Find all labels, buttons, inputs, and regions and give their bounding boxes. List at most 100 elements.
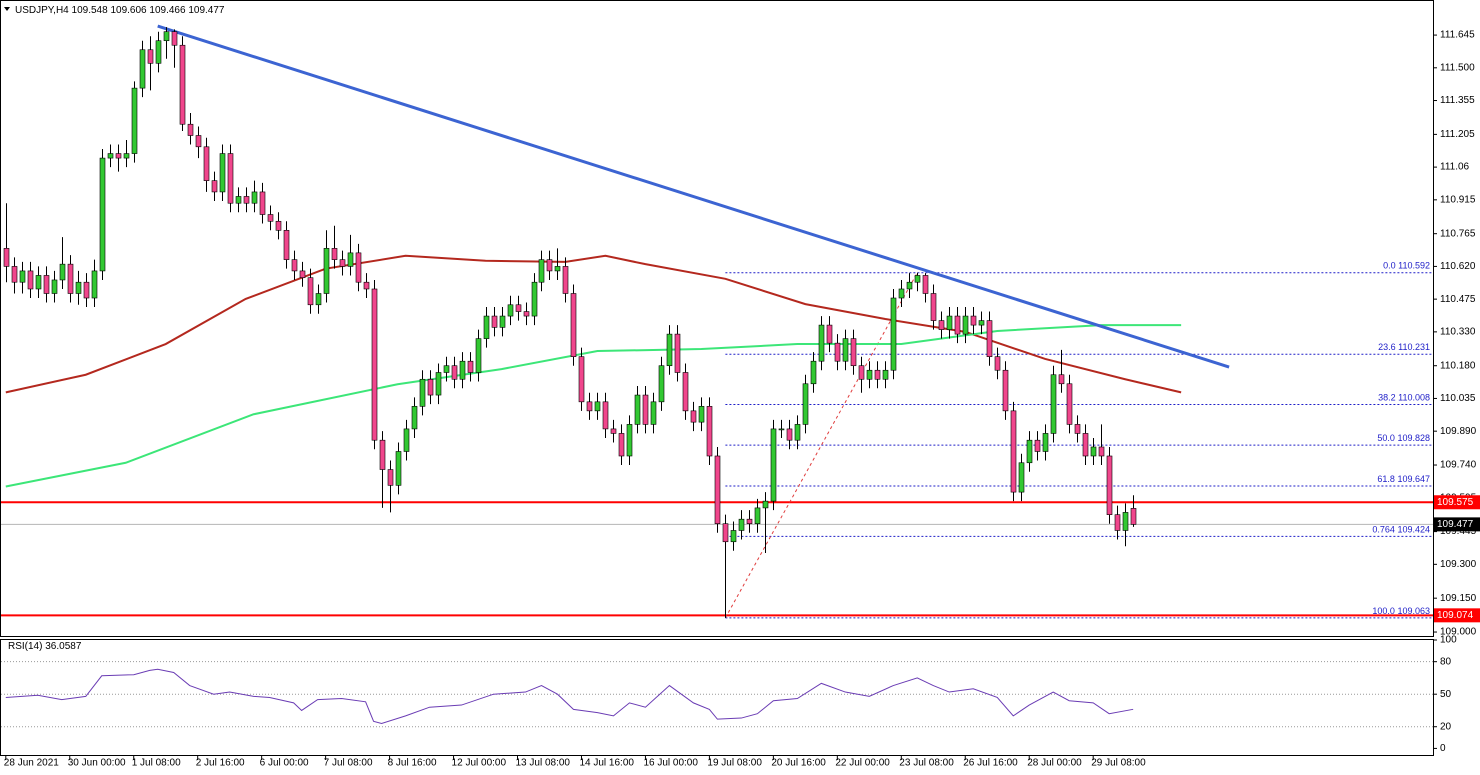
candle-body (35, 275, 42, 290)
candle-body (291, 259, 298, 272)
candle-body (1042, 433, 1049, 452)
candle-body (507, 304, 514, 317)
candle-body (1074, 424, 1081, 434)
candle-body (195, 135, 202, 148)
fib-ratio: 0.764 (1372, 525, 1395, 535)
candle-body (962, 315, 969, 335)
candle-body (1098, 446, 1105, 457)
x-tick-label: 7 Jul 08:00 (324, 758, 373, 769)
candle-body (842, 338, 849, 362)
candle-body (395, 451, 402, 486)
rsi-tick-label: 20 (1440, 721, 1452, 732)
candle-body (1050, 374, 1057, 434)
candle-body (642, 394, 649, 425)
candle-body (131, 87, 138, 154)
candle-body (850, 338, 857, 367)
candle-body (1082, 433, 1089, 457)
fib-label: 100.0 109.063 (1372, 606, 1430, 616)
candle-body (898, 288, 905, 299)
x-tick-label: 23 Jul 08:00 (899, 758, 954, 769)
fib-label: 23.6 110.231 (1378, 343, 1430, 353)
candle-body (171, 31, 178, 46)
candle-body (443, 365, 450, 373)
symbol: USDJPY,H4 109.548 109.606 109.466 109.47… (15, 5, 225, 16)
candle-body (610, 428, 617, 434)
candle-body (115, 153, 122, 159)
candle-body (339, 259, 346, 267)
rsi-value: 36.0587 (45, 641, 82, 652)
rsi-line (5, 668, 1134, 724)
menu-arrow (4, 7, 10, 11)
candle-body (786, 428, 793, 441)
candle-body (43, 275, 50, 294)
fib-price: 110.008 (1398, 393, 1430, 403)
candle-body (227, 153, 234, 204)
candle-body (203, 146, 210, 181)
candle-body (19, 270, 26, 283)
fib-price: 110.231 (1398, 343, 1430, 353)
candle-body (107, 153, 114, 159)
rsi-tick-label: 50 (1440, 689, 1452, 700)
fib-price: 110.592 (1398, 261, 1430, 271)
candle-body (546, 259, 553, 272)
candle-body (994, 356, 1001, 371)
x-tick-label: 16 Jul 00:00 (643, 758, 698, 769)
candle-body (1106, 455, 1113, 515)
candle-body (986, 320, 993, 357)
candle-body (562, 266, 569, 294)
price-frame (0, 0, 1434, 637)
y-tick-label: 110.475 (1440, 294, 1476, 305)
fib-label: 38.2 110.008 (1378, 393, 1430, 403)
candle-body (1002, 369, 1009, 412)
candle-body (762, 500, 769, 509)
fib-price: 109.828 (1397, 434, 1430, 444)
candle-body (698, 406, 705, 423)
candle-body (363, 281, 370, 290)
x-tick-label: 12 Jul 00:00 (452, 758, 507, 769)
fib-ratio: 38.2 (1378, 393, 1396, 403)
x-tick-label: 26 Jul 16:00 (963, 758, 1018, 769)
y-tick-label: 111.205 (1440, 129, 1475, 140)
candle-body (634, 394, 641, 425)
candle-body (483, 315, 490, 339)
candle-body (387, 469, 394, 486)
candle-body (946, 315, 953, 330)
candle-body (139, 49, 146, 89)
candle-body (882, 369, 889, 380)
candle-body (531, 281, 538, 317)
candle-body (626, 424, 633, 457)
candle-body (91, 270, 98, 299)
y-tick-label: 109.890 (1440, 426, 1477, 437)
candle-body (1066, 383, 1073, 425)
candle-body (810, 360, 817, 385)
candle-body (459, 360, 466, 380)
y-tick-label: 109.000 (1440, 627, 1477, 638)
y-tick-label: 110.915 (1440, 194, 1476, 205)
fib-price: 109.063 (1397, 606, 1430, 616)
candle-body (451, 365, 458, 380)
candle-body (267, 214, 274, 222)
y-tick-label: 111.500 (1440, 62, 1475, 73)
rsi-label: RSI(14) (8, 641, 42, 652)
candle-body (834, 342, 841, 362)
x-tick-label: 30 Jun 00:00 (68, 758, 126, 769)
level-box (1434, 608, 1480, 623)
rsi-tick-label: 0 (1440, 743, 1446, 754)
candle-body (658, 365, 665, 403)
close: 109.477 (188, 5, 225, 16)
x-tick-label: 29 Jul 08:00 (1091, 758, 1146, 769)
x-tick-label: 22 Jul 00:00 (835, 758, 890, 769)
candle-body (586, 401, 593, 412)
candle-body (1090, 446, 1097, 457)
candle-body (730, 530, 737, 543)
x-tick-label: 2 Jul 16:00 (196, 758, 245, 769)
candle-body (491, 315, 498, 328)
y-tick-label: 109.150 (1440, 593, 1477, 604)
candle-body (706, 406, 713, 457)
candle-body (682, 372, 689, 412)
candle-body (938, 320, 945, 330)
open: 109.548 (72, 5, 109, 16)
candle-body (123, 153, 130, 159)
level-label: 109.575 (1437, 497, 1474, 508)
candle-body (978, 320, 985, 326)
